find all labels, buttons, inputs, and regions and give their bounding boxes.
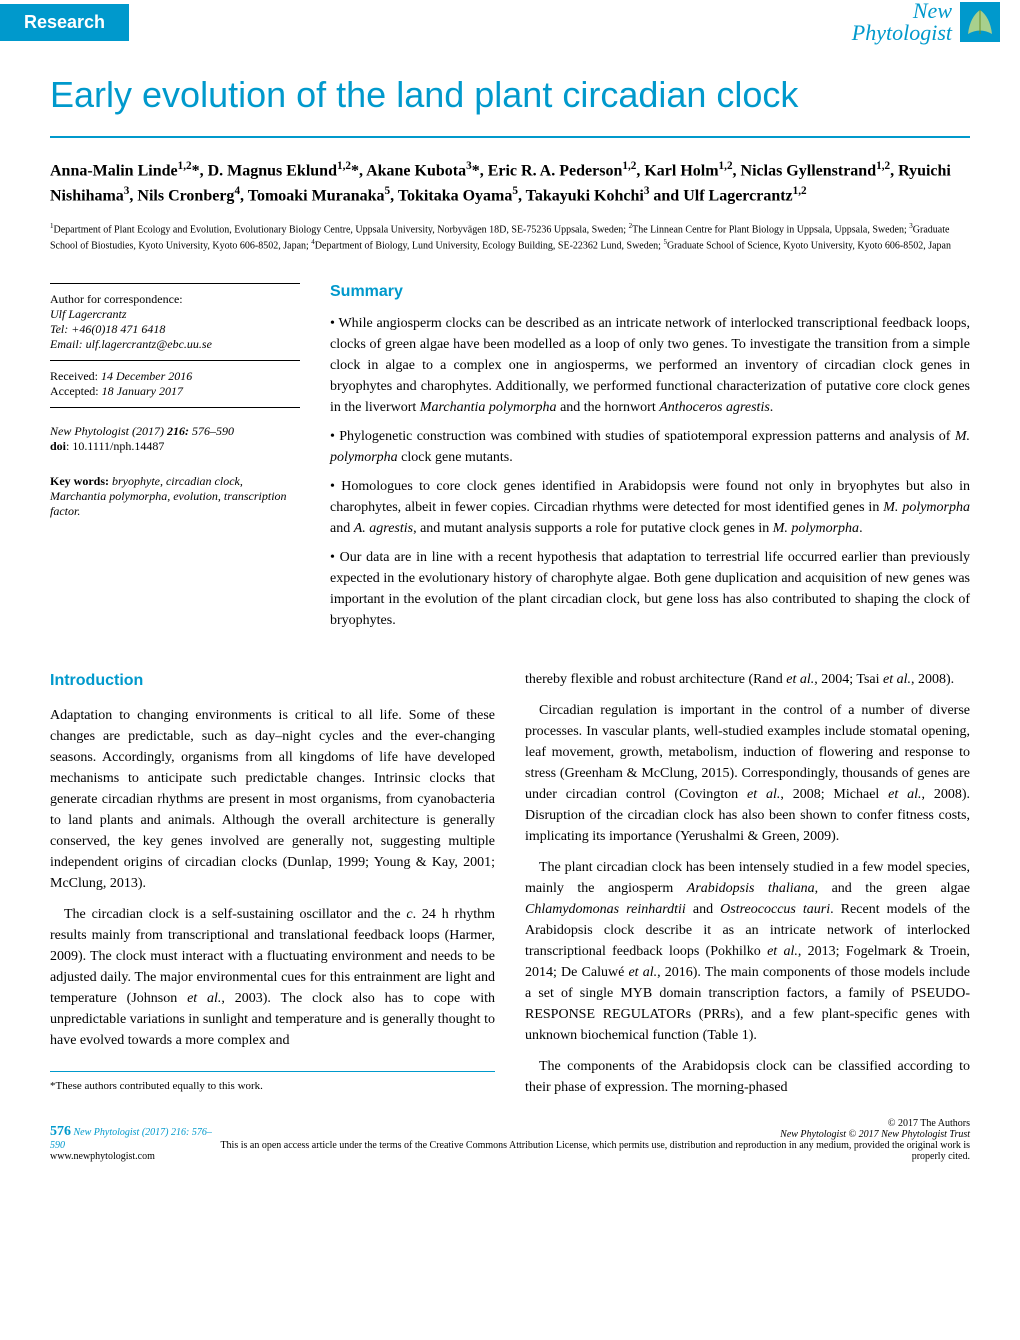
trust-line: New Phytologist © 2017 New Phytologist T… bbox=[215, 1129, 970, 1140]
intro-para: Circadian regulation is important in the… bbox=[525, 700, 970, 847]
intro-para: The circadian clock is a self-sustaining… bbox=[50, 904, 495, 1051]
footer-website: www.newphytologist.com bbox=[50, 1151, 155, 1162]
summary-list: While angiosperm clocks can be described… bbox=[330, 313, 970, 631]
intro-section: Introduction Adaptation to changing envi… bbox=[50, 669, 970, 1108]
footer-right: © 2017 The Authors New Phytologist © 201… bbox=[215, 1118, 970, 1162]
copyright: © 2017 The Authors bbox=[215, 1118, 970, 1129]
footer-left: 576 New Phytologist (2017) 216: 576–590 … bbox=[50, 1124, 215, 1162]
intro-para: thereby flexible and robust architecture… bbox=[525, 669, 970, 690]
affiliations: 1Department of Plant Ecology and Evoluti… bbox=[50, 221, 970, 254]
keywords-label: Key words: bbox=[50, 474, 112, 488]
content: Early evolution of the land plant circad… bbox=[0, 74, 1020, 1108]
article-title: Early evolution of the land plant circad… bbox=[50, 74, 970, 116]
intro-heading: Introduction bbox=[50, 669, 495, 693]
summary-item: Phylogenetic construction was combined w… bbox=[330, 426, 970, 468]
corr-tel: Tel: +46(0)18 471 6418 bbox=[50, 322, 300, 337]
summary-item: Homologues to core clock genes identifie… bbox=[330, 476, 970, 539]
footer-citation: New Phytologist (2017) 216: 576–590 bbox=[50, 1127, 212, 1151]
keywords: Key words: bryophyte, circadian clock, M… bbox=[50, 474, 300, 519]
intro-para: The plant circadian clock has been inten… bbox=[525, 857, 970, 1046]
intro-para: Adaptation to changing environments is c… bbox=[50, 705, 495, 894]
received-date: Received: 14 December 2016 bbox=[50, 369, 300, 384]
sidebar: Author for correspondence: Ulf Lagercran… bbox=[50, 283, 300, 639]
leaf-icon bbox=[960, 2, 1000, 42]
corr-email: Email: ulf.lagercrantz@ebc.uu.se bbox=[50, 337, 300, 352]
title-rule bbox=[50, 136, 970, 138]
authors: Anna-Malin Linde1,2*, D. Magnus Eklund1,… bbox=[50, 158, 970, 209]
summary-item: While angiosperm clocks can be described… bbox=[330, 313, 970, 418]
summary-heading: Summary bbox=[330, 283, 970, 301]
corr-label: Author for correspondence: bbox=[50, 292, 300, 307]
license: This is an open access article under the… bbox=[215, 1140, 970, 1162]
summary-col: Summary While angiosperm clocks can be d… bbox=[330, 283, 970, 639]
intro-left-col: Introduction Adaptation to changing envi… bbox=[50, 669, 495, 1108]
summary-row: Author for correspondence: Ulf Lagercran… bbox=[50, 283, 970, 639]
intro-para: The components of the Arabidopsis clock … bbox=[525, 1056, 970, 1098]
page-number: 576 bbox=[50, 1124, 71, 1139]
correspondence-block: Author for correspondence: Ulf Lagercran… bbox=[50, 283, 300, 361]
dates-block: Received: 14 December 2016 Accepted: 18 … bbox=[50, 369, 300, 408]
journal-line1: New bbox=[852, 0, 952, 22]
journal-logo: New Phytologist bbox=[852, 0, 1020, 44]
header-bar: Research New Phytologist bbox=[0, 0, 1020, 44]
journal-line2: Phytologist bbox=[852, 22, 952, 44]
corr-name: Ulf Lagercrantz bbox=[50, 307, 300, 322]
footnote: *These authors contributed equally to th… bbox=[50, 1071, 495, 1095]
journal-name: New Phytologist bbox=[852, 0, 952, 44]
accepted-date: Accepted: 18 January 2017 bbox=[50, 384, 300, 399]
research-tab: Research bbox=[0, 4, 129, 41]
doi: doi: 10.1111/nph.14487 bbox=[50, 439, 300, 454]
intro-right-col: thereby flexible and robust architecture… bbox=[525, 669, 970, 1108]
citation: New Phytologist (2017) 216: 576–590 bbox=[50, 424, 300, 439]
summary-item: Our data are in line with a recent hypot… bbox=[330, 547, 970, 631]
footer: 576 New Phytologist (2017) 216: 576–590 … bbox=[0, 1108, 1020, 1182]
